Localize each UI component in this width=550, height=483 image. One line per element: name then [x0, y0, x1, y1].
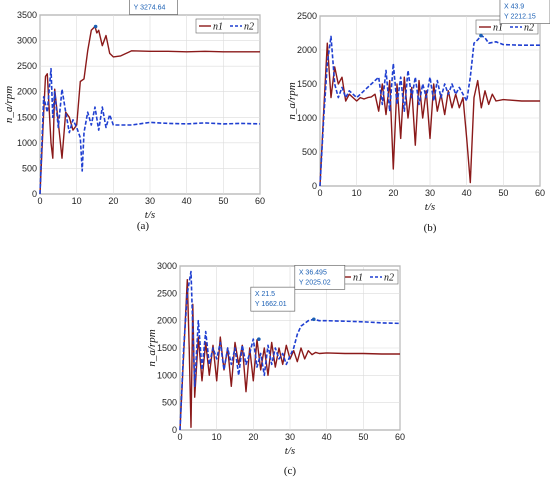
data-tip-marker [257, 337, 261, 341]
data-tip-x: X 36.495 [299, 269, 327, 276]
x-tick-label: 50 [358, 432, 368, 442]
y-tick-label: 1000 [17, 138, 37, 148]
legend-label-n1: n1 [353, 273, 363, 284]
series-line-n2 [179, 270, 401, 431]
x-tick-label: 50 [498, 188, 508, 198]
y-tick-label: 1000 [157, 370, 177, 380]
x-tick-label: 60 [255, 196, 265, 206]
chart-panel-1: 0 10 20 30 40 50 60 0 500 1000 1500 2000 2500 3000 350… [3, 0, 265, 232]
x-tick-label: 40 [182, 196, 192, 206]
y-tick-label: 1500 [17, 112, 37, 122]
data-tip-box [129, 0, 178, 15]
data-tip-marker [479, 33, 483, 38]
x-tick-label: 20 [108, 196, 118, 206]
y-tick-label: 2500 [297, 11, 317, 21]
x-tick-label: 40 [462, 188, 472, 198]
data-tip-box [250, 286, 296, 312]
x-tick-label: 30 [425, 188, 435, 198]
y-tick-label: 2500 [157, 288, 177, 298]
panel-label: (b) [424, 222, 437, 234]
y-tick-label: 500 [302, 147, 317, 157]
data-tip-marker [93, 24, 98, 29]
y-axis-label: n_a/rpm [286, 82, 298, 119]
x-axis-label: t/s [145, 209, 155, 221]
y-tick-label: 0 [312, 181, 317, 191]
y-tick-label: 1500 [297, 79, 317, 89]
x-tick-label: 30 [285, 432, 295, 442]
x-tick-label: 10 [72, 196, 82, 206]
series-line-n2 [319, 34, 540, 187]
x-tick-label: 10 [212, 432, 222, 442]
data-tip-x: X 21.5 [255, 291, 275, 298]
series-line-n2 [39, 67, 261, 195]
y-tick-label: 2000 [157, 316, 177, 326]
data-tip-x: X 15.165 [134, 0, 162, 2]
x-tick-label: 10 [352, 188, 362, 198]
x-tick-label: 20 [248, 432, 258, 442]
x-tick-label: 60 [535, 188, 545, 198]
y-axis-label: n_a/rpm [3, 86, 15, 123]
x-tick-label: 50 [218, 196, 228, 206]
x-tick-label: 0 [177, 432, 182, 442]
x-tick-label: 30 [145, 196, 155, 206]
panel-label: (c) [284, 465, 297, 477]
legend: n1 n2 [195, 18, 259, 34]
data-tip: X 36.495 Y 2025.02 [294, 264, 346, 322]
legend-label-n1: n1 [493, 23, 503, 34]
data-tip-y: Y 2025.02 [299, 279, 331, 286]
y-tick-label: 2000 [297, 45, 317, 55]
series-line-n1 [179, 279, 400, 431]
series-line-n1 [39, 25, 260, 195]
x-tick-label: 40 [322, 432, 332, 442]
chart-panel-2: 0 10 20 30 40 50 60 0 500 1000 1500 2000 2500 t/s n_a/… [286, 0, 550, 234]
legend-box [195, 18, 259, 34]
series-line-n1 [319, 42, 540, 187]
y-tick-label: 3500 [17, 10, 37, 20]
y-tick-label: 3000 [157, 261, 177, 271]
data-tip-y: Y 2212.15 [504, 14, 536, 21]
data-tip-box [294, 264, 346, 290]
legend: n1 n2 [335, 269, 399, 285]
x-tick-label: 0 [317, 188, 322, 198]
chart-panel-3: 0 10 20 30 40 50 60 0 500 1000 1500 2000 2500 3000 t/s… [146, 261, 405, 477]
data-tip: X 15.165 Y 3274.64 [93, 0, 178, 29]
legend-label-n2: n2 [384, 273, 394, 284]
x-tick-label: 0 [37, 196, 42, 206]
y-tick-label: 500 [22, 163, 37, 173]
y-tick-label: 2500 [17, 61, 37, 71]
x-tick-label: 20 [388, 188, 398, 198]
data-tip: X 21.5 Y 1662.01 [250, 286, 296, 341]
x-axis-label: t/s [425, 201, 435, 213]
y-tick-label: 0 [32, 189, 37, 199]
data-tip-y: Y 3274.64 [134, 5, 166, 12]
y-tick-label: 1000 [297, 113, 317, 123]
y-tick-label: 0 [172, 425, 177, 435]
y-tick-label: 3000 [17, 36, 37, 46]
data-tip-x: X 43.9 [504, 4, 524, 11]
y-tick-label: 1500 [157, 343, 177, 353]
y-tick-label: 500 [162, 398, 177, 408]
y-axis-label: n_a/rpm [146, 329, 158, 366]
legend-label-n2: n2 [244, 22, 254, 33]
data-tip-marker [312, 317, 316, 322]
data-tip-y: Y 1662.01 [255, 301, 287, 308]
panel-label: (a) [137, 220, 150, 232]
legend-label-n1: n1 [213, 22, 223, 33]
y-tick-label: 2000 [17, 87, 37, 97]
legend-label-n2: n2 [524, 23, 534, 34]
x-tick-label: 60 [395, 432, 405, 442]
x-axis-label: t/s [285, 445, 295, 457]
